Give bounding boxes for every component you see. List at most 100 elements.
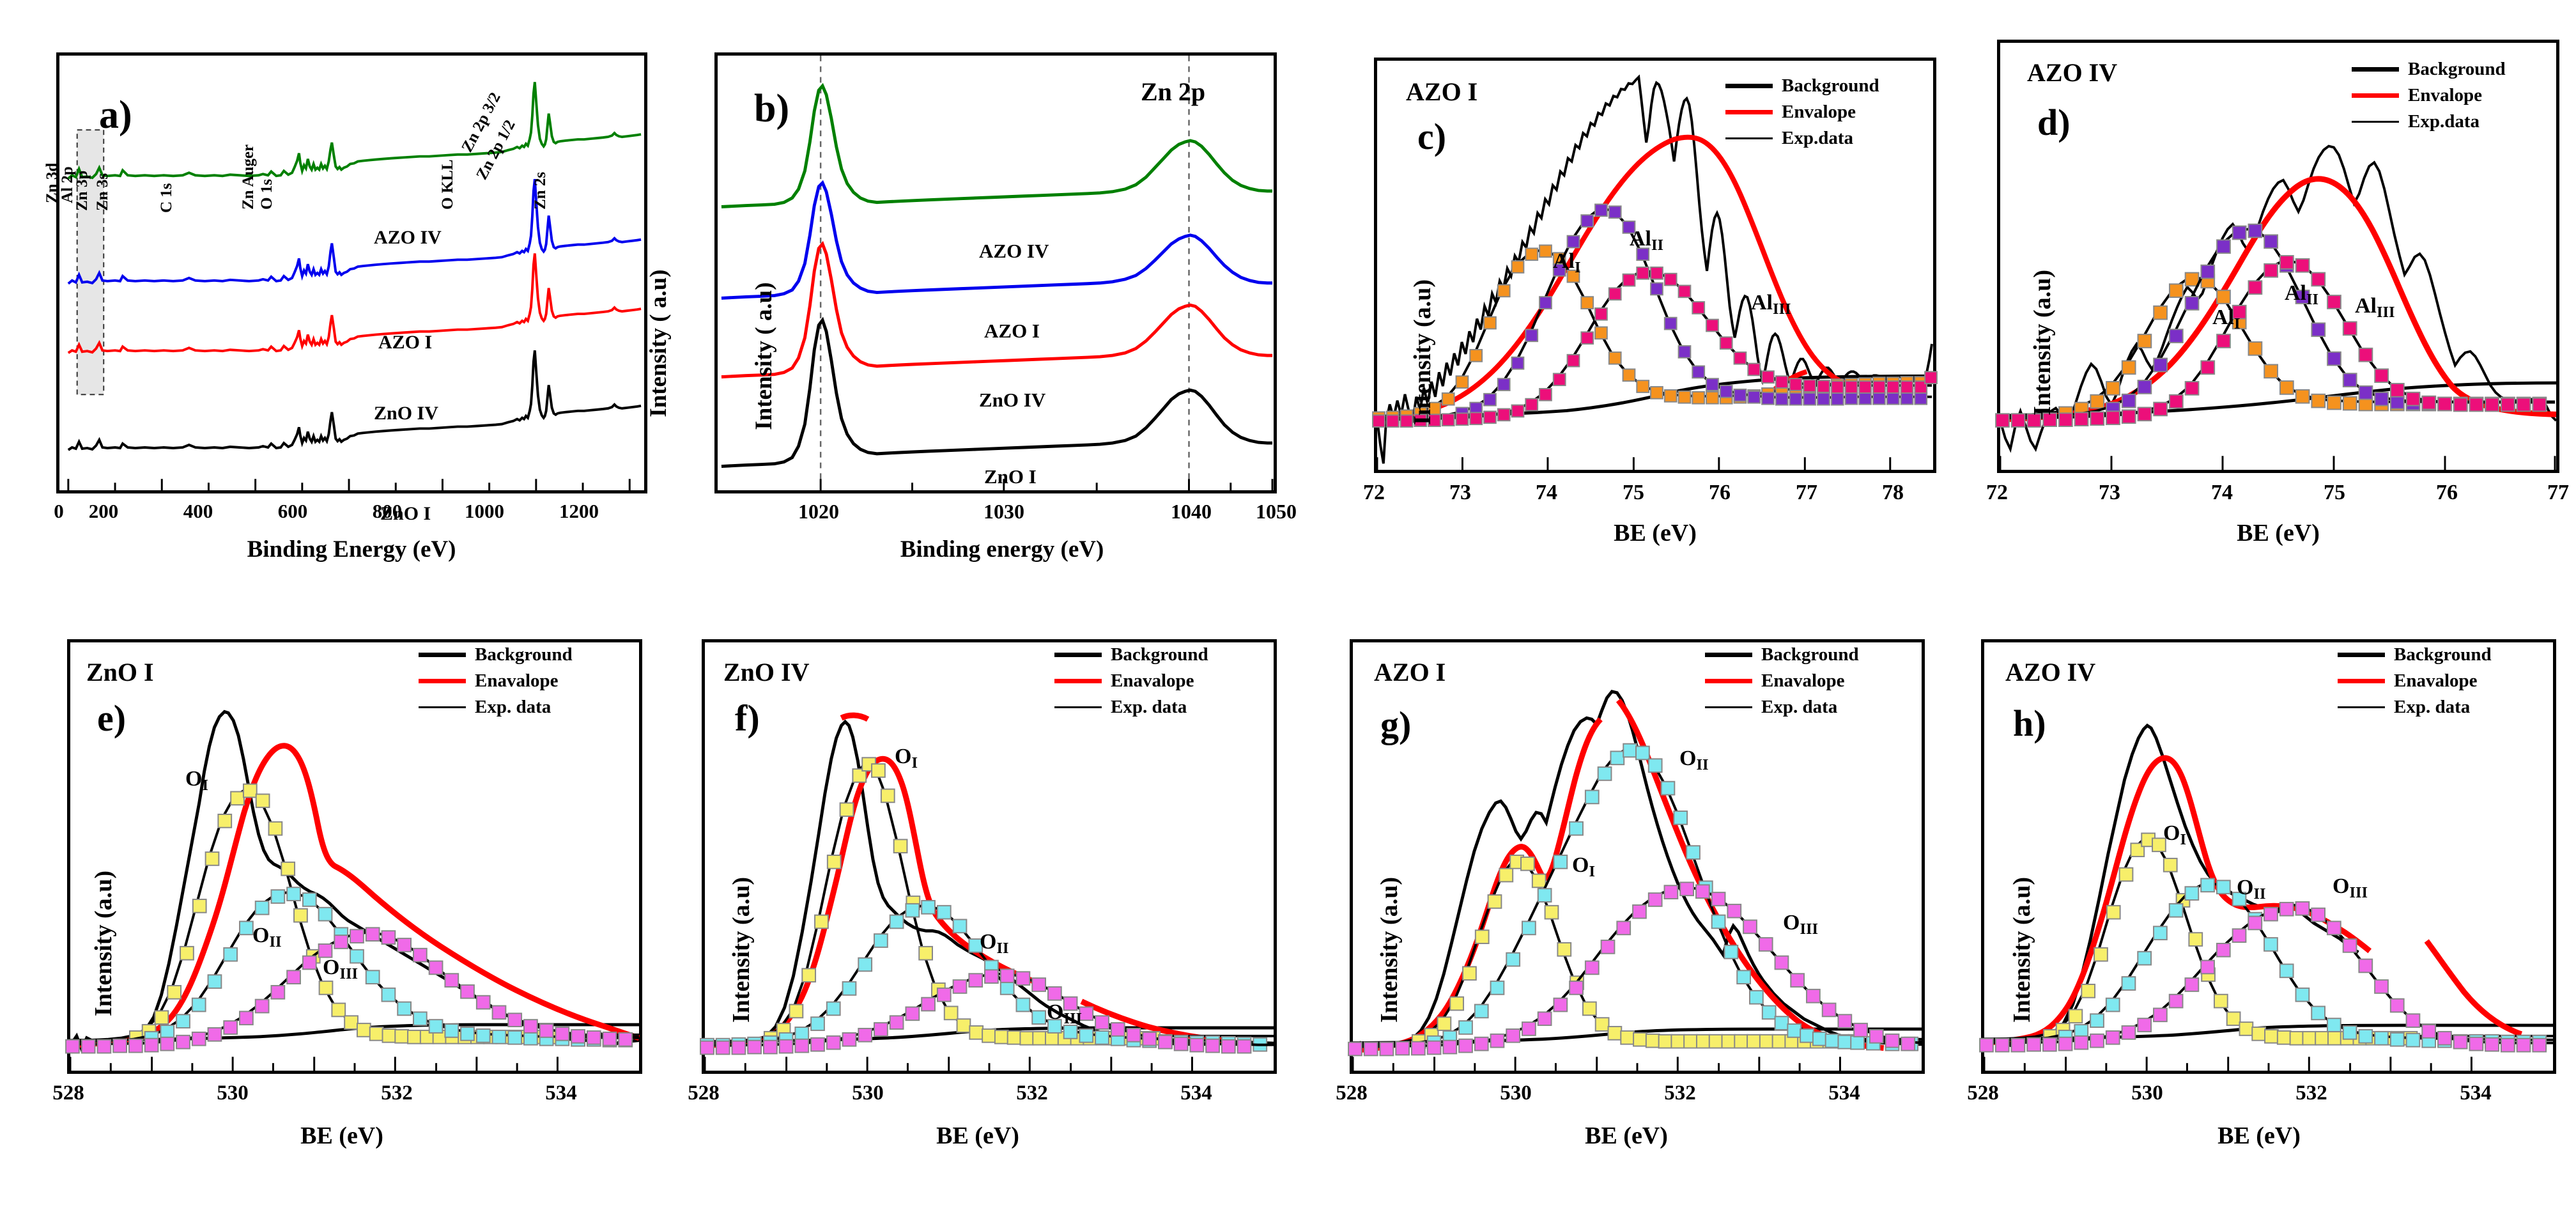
panel-e-legend: Background Enavalope Exp. data: [419, 644, 573, 723]
panel-b-region-label: Zn 2p: [1141, 77, 1206, 106]
panel-f-xticks: [704, 1057, 1193, 1071]
zn2p-trace-zno-iv: [721, 240, 1273, 379]
panel-e-canvas: [65, 642, 640, 1071]
legend-line-expdata-icon: [1725, 137, 1773, 139]
panel-h-legend: Background Enavalope Exp. data: [2338, 644, 2492, 723]
legend-row-expdata: Exp. data: [1705, 697, 1859, 718]
panel-d-svg: [1995, 144, 2557, 470]
panel-g: AZO I g) OI OII OIII Background Enavalop…: [1291, 607, 1936, 1210]
zn2p-tag-zno-iv: ZnO IV: [979, 389, 1046, 411]
panel-d-plot-frame: [1995, 40, 2559, 473]
panel-g-component-o3: [1348, 881, 1922, 1057]
panel-e-xlabel: BE (eV): [300, 1122, 383, 1149]
peak-label-zn-auger: Zn Auger: [240, 144, 257, 210]
zn2p-tag-zno-i: ZnO I: [984, 465, 1037, 488]
panel-h-xtick-534: 534: [2460, 1082, 2492, 1105]
legend-row-background: Background: [2352, 59, 2506, 80]
legend-line-expdata-icon: [1705, 706, 1752, 708]
panel-d-canvas: [1995, 43, 2557, 470]
panel-h-xticks: [1983, 1057, 2472, 1071]
panel-h-plot-frame: [1979, 639, 2556, 1074]
zn2p-trace-zno-i: [721, 316, 1273, 469]
peak-label-c1s: C 1s: [158, 183, 175, 213]
panel-c-legend: Background Envalope Exp.data: [1725, 75, 1879, 154]
panel-d-component-al2: [2000, 223, 2556, 419]
panel-c-xticks: [1376, 457, 1892, 470]
panel-g-xtick-530: 530: [1500, 1082, 1532, 1105]
panel-c-xtick-72: 72: [1363, 481, 1385, 504]
panel-d-xtick-72: 72: [1986, 481, 2008, 504]
panel-b-canvas: [718, 56, 1274, 490]
legend-row-background: Background: [419, 644, 573, 665]
panel-e-xtick-530: 530: [217, 1082, 249, 1105]
legend-row-expdata: Exp. data: [1054, 697, 1208, 718]
survey-trace-zno-i: [67, 350, 642, 451]
panel-d-peak-al-i: AlI: [2212, 306, 2241, 332]
al2p-highlight-outline: [76, 129, 105, 396]
legend-row-background: Background: [1705, 644, 1859, 665]
panel-h-peak-o-ii: OII: [2237, 876, 2266, 903]
legend-row-envelope: Envalope: [2352, 85, 2506, 106]
panel-f-xlabel: BE (eV): [936, 1122, 1019, 1149]
legend-line-expdata-icon: [1054, 706, 1102, 708]
trace-tag-zno-i: ZnO I: [380, 503, 431, 524]
panel-g-peak-o-iii: OIII: [1783, 911, 1819, 938]
panel-d-xlabel: BE (eV): [2237, 520, 2320, 547]
panel-e-peak-o-ii: OII: [252, 924, 282, 950]
panel-d-xtick-76: 76: [2436, 481, 2458, 504]
legend-line-envelope-icon: [2352, 93, 2399, 98]
panel-f-component-o3: [700, 968, 1274, 1055]
panel-b-ylabel: Intensity ( a.u): [751, 282, 778, 430]
panel-d-legend: Background Envalope Exp.data: [2352, 59, 2506, 137]
panel-h-sample: AZO IV: [2005, 658, 2096, 686]
panel-h-letter: h): [2013, 702, 2046, 744]
panel-g-xlabel: BE (eV): [1585, 1122, 1668, 1149]
panel-d-xtick-75: 75: [2324, 481, 2345, 504]
panel-c-xtick-77: 77: [1796, 481, 1817, 504]
peak-label-zn3p: Zn 3p: [73, 170, 91, 211]
panel-c-component-al3: [1372, 266, 1938, 428]
panel-e-peak-o-iii: OIII: [323, 956, 359, 982]
panel-g-xtick-528: 528: [1336, 1082, 1368, 1105]
panel-e-ylabel: Intensity (a.u): [90, 871, 118, 1017]
panel-g-canvas: [1348, 642, 1922, 1071]
panel-h: AZO IV h) OI OII OIII Background Enavalo…: [1936, 607, 2576, 1210]
panel-c-xlabel: BE (eV): [1614, 520, 1697, 547]
panel-f-envelope-cap: [840, 712, 870, 722]
legend-row-expdata: Exp.data: [2352, 111, 2506, 132]
legend-line-envelope-icon: [2338, 679, 2385, 683]
peak-label-okll: O KLL: [439, 159, 456, 210]
legend-row-expdata: Exp. data: [2338, 697, 2492, 718]
panel-a-canvas: [59, 56, 644, 490]
panel-f-peak-o-i: OI: [895, 745, 918, 772]
panel-a-xtick-200: 200: [88, 500, 119, 522]
panel-a-svg: [67, 82, 642, 490]
panel-d-expdata: [1999, 144, 2557, 453]
panel-g-component-o1: [1353, 855, 1922, 1049]
panel-h-envelope-tail: [2424, 939, 2523, 1037]
panel-c-component-al2: [1377, 203, 1932, 421]
panel-h-xtick-532: 532: [2295, 1082, 2327, 1105]
panel-b-xlabel: Binding energy (eV): [900, 536, 1104, 562]
panel-h-component-o3: [1979, 901, 2553, 1053]
panel-a-xtick-1200: 1200: [559, 500, 599, 522]
panel-e-sample: ZnO I: [86, 658, 154, 686]
panel-g-xticks: [1352, 1057, 1841, 1071]
panel-h-envelope: [1984, 755, 2372, 1046]
panel-g-plot-frame: [1348, 639, 1925, 1074]
panel-c-xtick-76: 76: [1709, 481, 1731, 504]
panel-d-xticks: [1999, 456, 2556, 470]
legend-line-background-icon: [2338, 653, 2385, 657]
legend-line-background-icon: [1705, 653, 1752, 657]
peak-label-al-ii: AlII: [1630, 227, 1664, 254]
panel-g-sample: AZO I: [1374, 658, 1446, 686]
survey-trace-zno-iv: [67, 253, 642, 354]
zn2p-trace-azo-iv: [721, 82, 1273, 208]
panel-a-xlabel: Binding Energy (eV): [247, 536, 456, 562]
panel-h-xlabel: BE (eV): [2217, 1122, 2301, 1149]
panel-f-component-o1: [705, 757, 1274, 1046]
panel-a-xtick-600: 600: [277, 500, 308, 522]
peak-label-zn3s: Zn 3s: [94, 173, 111, 211]
panel-f-ylabel: Intensity (a.u): [728, 877, 755, 1023]
